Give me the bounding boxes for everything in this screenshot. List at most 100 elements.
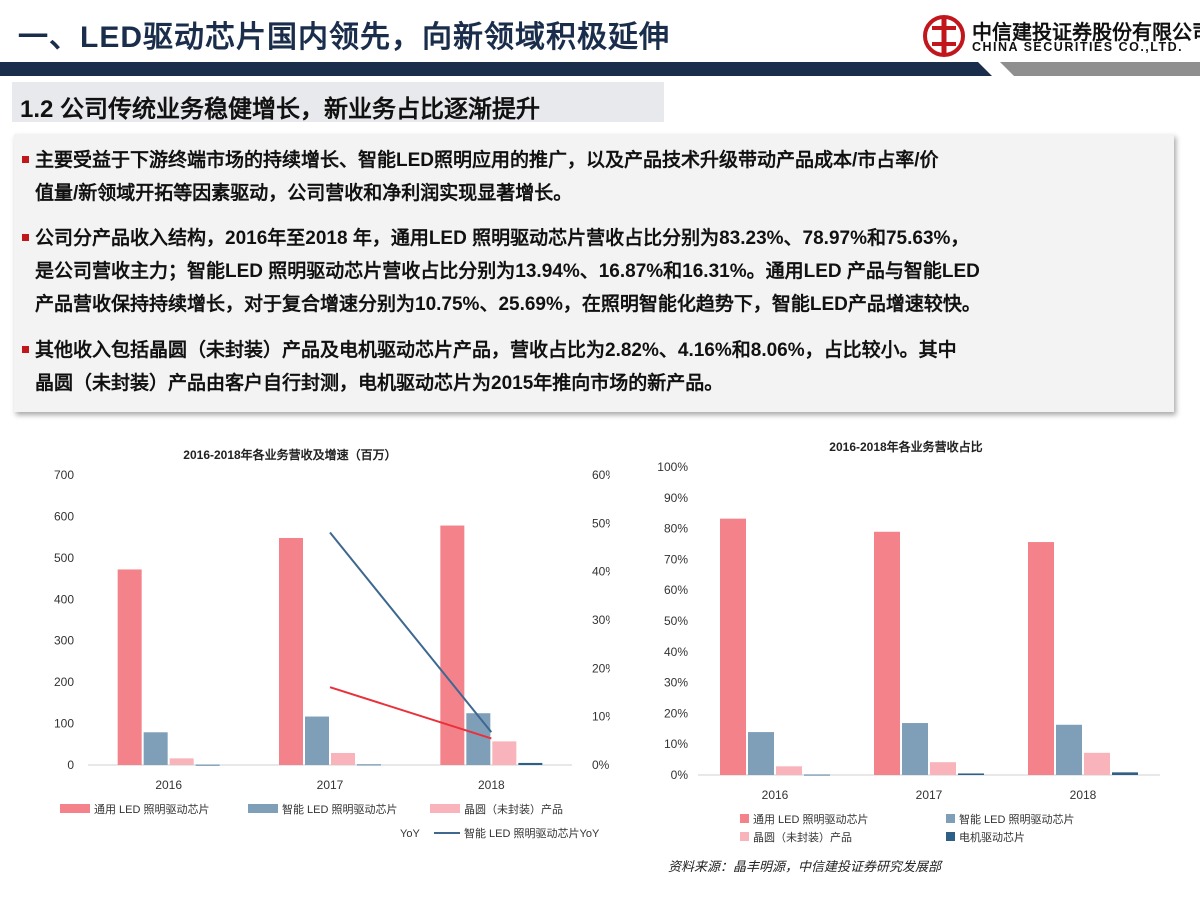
y2-tick-label: 60% [592,468,610,482]
x-tick-label: 2018 [478,778,505,792]
bar [466,713,491,765]
y-tick-label: 70% [664,552,688,566]
bullet-line: 是公司营收主力；智能LED 照明驱动芯片营收占比分别为13.94%、16.87%… [35,261,980,282]
yoy-line [329,686,492,740]
bar [720,518,746,775]
x-tick-label: 2017 [317,778,344,792]
source-note: 资料来源：晶丰明源，中信建投证券研究发展部 [668,860,942,875]
bar [804,774,830,776]
chart-title: 2016-2018年各业务营收及增速（百万） [183,447,396,462]
bar [331,752,355,765]
page-header: 一、LED驱动芯片国内领先，向新领域积极延伸 中信建投证券股份有限公司 CHIN… [0,0,1200,78]
bullet-line: 晶圆（未封装）产品由客户自行封测，电机驱动芯片为2015年推向市场的新产品。 [35,373,724,394]
y-tick-label: 90% [664,491,688,505]
bullet-square-icon [22,156,29,163]
y-tick-label: 0 [67,758,74,772]
legend-swatch [946,814,955,823]
section-title: 1.2 公司传统业务稳健增长，新业务占比逐渐提升 [20,96,541,123]
bar [279,537,303,765]
legend-swatch [60,804,90,813]
bullet-line: 值量/新领域开拓等因素驱动，公司营收和净利润实现显著增长。 [35,183,573,204]
legend-label: YoY [400,828,420,840]
bullet-line: 其他收入包括晶圆（未封装）产品及电机驱动芯片产品，营收占比为2.82%、4.16… [22,334,1166,367]
yoy-line [329,531,493,733]
legend-swatch [740,832,749,841]
bar [1028,542,1054,775]
bullet-item: 公司分产品收入结构，2016年至2018 年，通用LED 照明驱动芯片营收占比分… [22,222,1166,321]
legend-label: 智能 LED 照明驱动芯片 [282,802,398,816]
chart-title: 2016-2018年各业务营收占比 [829,439,982,454]
bar [776,766,802,775]
logo-company-cn: 中信建投证券股份有限公司 [972,20,1200,44]
bar [1112,772,1138,775]
y-tick-label: 80% [664,522,688,536]
bullet-item: 其他收入包括晶圆（未封装）产品及电机驱动芯片产品，营收占比为2.82%、4.16… [22,334,1166,400]
y-tick-label: 300 [54,634,74,648]
legend-swatch [946,832,955,841]
bullet-line: 产品营收保持持续增长，对于复合增速分别为10.75%、25.69%，在照明智能化… [35,294,981,315]
legend-label: 晶圆（未封装）产品 [753,830,852,844]
legend-swatch [248,804,278,813]
bar [518,762,543,765]
y-tick-label: 10% [664,737,688,751]
bar [748,732,774,775]
legend-label: 晶圆（未封装）产品 [464,802,563,816]
legend-label: 电机驱动芯片 [959,830,1025,844]
y2-tick-label: 10% [592,710,610,724]
bar [169,758,194,765]
plot-area: 0 100 200 300 400 500 600 700 0% 10% 20% 30% 40% 50% 6… [54,468,610,840]
legend-swatch [740,814,749,823]
bullet-square-icon [22,234,29,241]
y2-tick-label: 20% [592,661,610,675]
logo-company-en: CHINA SECURITIES CO.,LTD. [972,40,1184,54]
plot-area: 0% 10% 20% 30% 40% 50% 60% 70% 80% 90% 100% 2016 201… [657,460,1160,844]
y-tick-label: 400 [54,592,74,606]
y2-tick-label: 30% [592,613,610,627]
y-tick-label: 30% [664,676,688,690]
bar [492,741,517,765]
citic-seal-icon [923,15,965,57]
header-divider-bar [0,62,1200,76]
bar [195,764,220,766]
revenue-share-chart: 2016-2018年各业务营收占比 0% 10% 20% 30% 40% 50% 60% 70… [657,439,1160,844]
y2-tick-label: 0% [592,758,610,772]
y-tick-label: 0% [671,768,689,782]
bullet-box: 主要受益于下游终端市场的持续增长、智能LED照明应用的推广，以及产品技术升级带动… [14,134,1174,412]
x-tick-label: 2018 [1070,788,1097,802]
x-tick-label: 2016 [762,788,789,802]
bar [117,569,142,765]
revenue-growth-chart: 2016-2018年各业务营收及增速（百万） 0 100 200 300 400 500 6… [54,447,610,840]
y-tick-label: 50% [664,614,688,628]
bar [357,764,381,766]
bullet-line: 主要受益于下游终端市场的持续增长、智能LED照明应用的推广，以及产品技术升级带动… [22,144,1166,177]
page-title: 一、LED驱动芯片国内领先，向新领域积极延伸 [18,21,670,54]
bar [874,531,900,775]
y-tick-label: 600 [54,509,74,523]
y-tick-label: 40% [664,645,688,659]
y2-tick-label: 40% [592,565,610,579]
y-tick-label: 20% [664,706,688,720]
legend-label: 智能 LED 照明驱动芯片 [959,812,1075,826]
bar [1084,752,1110,775]
legend-label: 智能 LED 照明驱动芯片YoY [464,826,600,840]
legend-label: 通用 LED 照明驱动芯片 [753,812,869,826]
y2-tick-label: 50% [592,516,610,530]
y-tick-label: 500 [54,551,74,565]
y-tick-label: 100% [657,460,688,474]
bar [930,762,956,775]
bullet-square-icon [22,346,29,353]
y-tick-label: 700 [54,468,74,482]
y-tick-label: 60% [664,583,688,597]
x-tick-label: 2016 [155,778,182,792]
bar [958,773,984,775]
company-logo: 中信建投证券股份有限公司 CHINA SECURITIES CO.,LTD. [922,14,1200,58]
bar [305,716,329,765]
bullet-line: 公司分产品收入结构，2016年至2018 年，通用LED 照明驱动芯片营收占比分… [22,222,1166,255]
legend-label: 通用 LED 照明驱动芯片 [94,802,210,816]
section-heading: 1.2 公司传统业务稳健增长，新业务占比逐渐提升 [12,82,664,123]
bar [143,732,168,765]
x-tick-label: 2017 [916,788,943,802]
legend-swatch [430,804,460,813]
bar [1056,724,1082,775]
bullet-item: 主要受益于下游终端市场的持续增长、智能LED照明应用的推广，以及产品技术升级带动… [22,144,1166,210]
